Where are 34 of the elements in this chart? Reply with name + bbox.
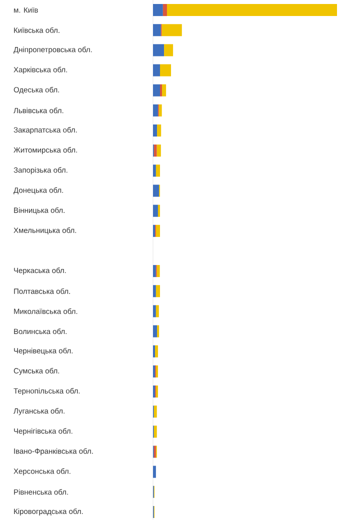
bar (153, 4, 163, 16)
bar (162, 4, 167, 16)
bar (153, 104, 158, 116)
bar (156, 224, 160, 237)
bar (153, 305, 156, 318)
bar (158, 104, 162, 116)
bar (156, 144, 161, 157)
bar (153, 466, 156, 478)
bar (153, 84, 160, 96)
bar (154, 144, 157, 157)
bar (155, 345, 158, 358)
bar (153, 44, 164, 56)
bar (156, 164, 160, 177)
bar (153, 24, 161, 36)
bar (153, 265, 156, 278)
bar (156, 305, 159, 318)
bar (164, 44, 174, 56)
bar (160, 84, 162, 96)
bar (153, 124, 158, 137)
bar (153, 184, 160, 197)
bar (154, 426, 157, 438)
bar (160, 64, 172, 76)
bar (154, 406, 157, 418)
bar (153, 204, 158, 217)
bar (157, 124, 162, 137)
bar (156, 265, 160, 278)
bar (166, 4, 337, 16)
bar (153, 64, 160, 76)
bar (153, 325, 158, 338)
bar (156, 285, 160, 298)
bar (162, 24, 182, 36)
bar (153, 164, 156, 177)
bar (153, 285, 156, 298)
bar (162, 84, 166, 96)
